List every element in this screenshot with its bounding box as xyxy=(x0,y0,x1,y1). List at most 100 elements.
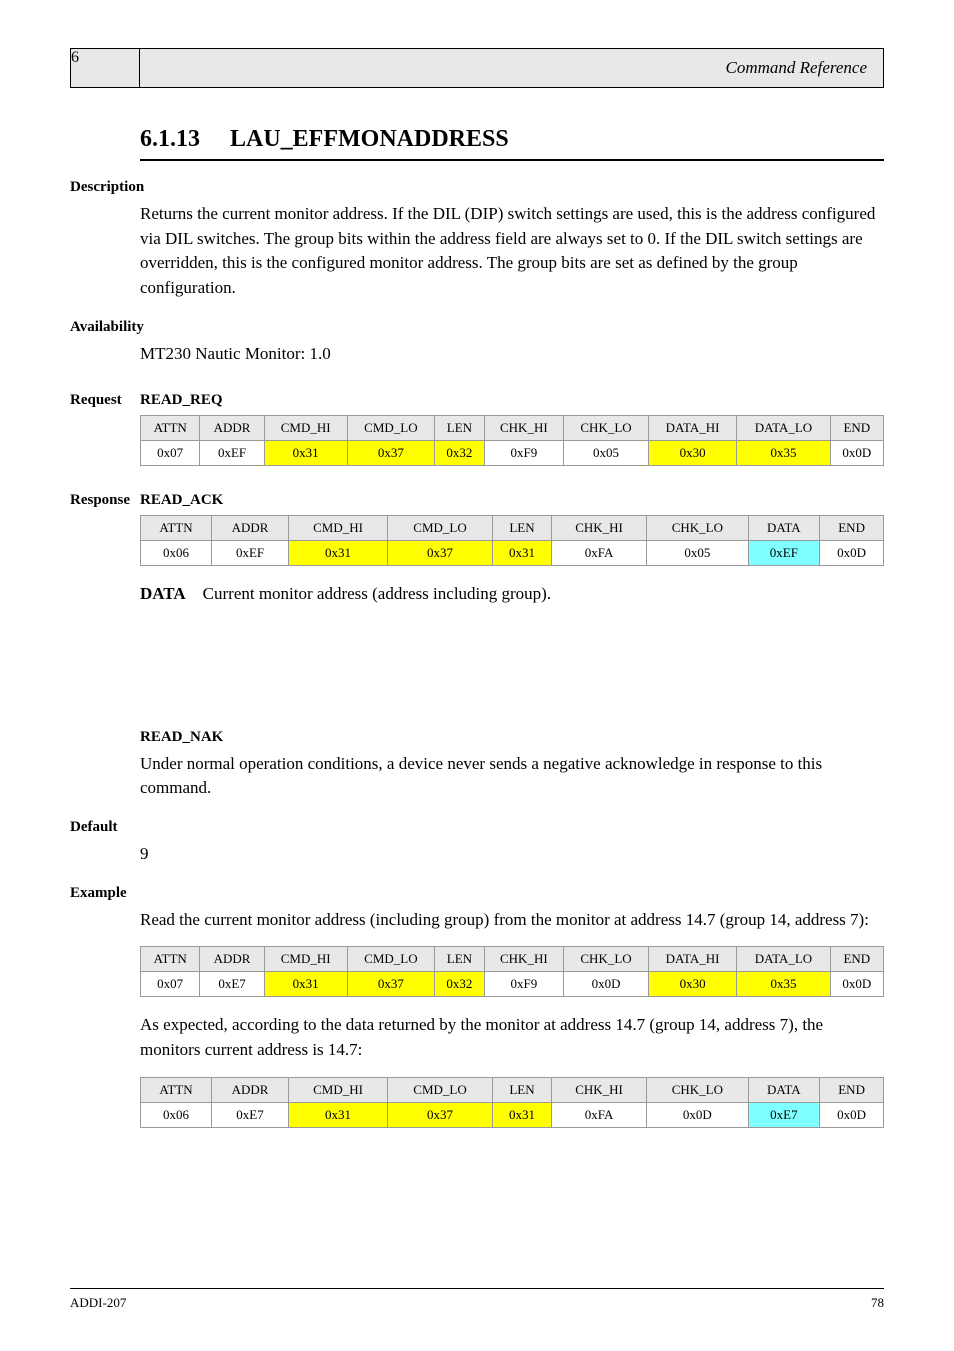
description-text: Returns the current monitor address. If … xyxy=(140,202,884,301)
table-header-cell: CHK_LO xyxy=(647,1077,748,1102)
table-header-cell: CMD_HI xyxy=(289,516,388,541)
table-data-cell: 0x0D xyxy=(820,1102,884,1127)
table-data-cell: 0x37 xyxy=(347,972,435,997)
table-data-cell: 0x05 xyxy=(564,441,649,466)
availability-label: Availability xyxy=(70,319,884,336)
response-title: READ_ACK xyxy=(140,492,223,509)
table-data-cell: 0x31 xyxy=(493,1102,552,1127)
table-header-cell: CHK_HI xyxy=(551,1077,646,1102)
table-header-cell: ADDR xyxy=(211,1077,288,1102)
section-heading: 6.1.13 LAU_EFFMONADDRESS xyxy=(140,126,884,153)
table-header-cell: CHK_LO xyxy=(647,516,748,541)
table-header-cell: END xyxy=(820,1077,884,1102)
example-table-1: ATTNADDRCMD_HICMD_LOLENCHK_HICHK_LODATA_… xyxy=(140,946,884,997)
request-table: ATTNADDRCMD_HICMD_LOLENCHK_HICHK_LODATA_… xyxy=(140,415,884,466)
table-data-cell: 0xEF xyxy=(211,541,288,566)
table-data-cell: 0x32 xyxy=(435,441,484,466)
spacer xyxy=(70,621,884,711)
header-box: 6 Command Reference xyxy=(70,48,884,88)
table-data-cell: 0x0D xyxy=(830,972,883,997)
table-header-cell: CMD_HI xyxy=(264,416,347,441)
footer: ADDI-207 78 xyxy=(70,1288,884,1311)
table-header-cell: ADDR xyxy=(211,516,288,541)
table-data-cell: 0x30 xyxy=(648,972,736,997)
table-header-cell: CMD_LO xyxy=(388,1077,493,1102)
table-data-cell: 0x07 xyxy=(141,972,200,997)
table-data-cell: 0xFA xyxy=(551,1102,646,1127)
table-header-cell: ATTN xyxy=(141,516,212,541)
availability-text: MT230 Nautic Monitor: 1.0 xyxy=(140,342,884,367)
table-data-cell: 0xF9 xyxy=(484,972,564,997)
table-header-cell: CMD_LO xyxy=(347,947,435,972)
table-header-cell: CMD_HI xyxy=(289,1077,388,1102)
footer-left: ADDI-207 xyxy=(70,1295,126,1311)
default-label: Default xyxy=(70,819,884,836)
table-header-cell: CHK_HI xyxy=(484,416,564,441)
table-data-cell: 0xEF xyxy=(200,441,264,466)
header-title: Command Reference xyxy=(140,49,883,87)
table-header-cell: DATA xyxy=(748,1077,820,1102)
section-name: LAU_EFFMONADDRESS xyxy=(230,126,509,152)
example-label: Example xyxy=(70,885,884,902)
table-header-cell: END xyxy=(830,416,883,441)
request-title: READ_REQ xyxy=(140,392,223,409)
table-data-cell: 0x31 xyxy=(289,541,388,566)
table-header-cell: LEN xyxy=(435,416,484,441)
nak-text: Under normal operation conditions, a dev… xyxy=(140,752,884,801)
table-header-cell: CHK_HI xyxy=(484,947,564,972)
table-header-cell: DATA_LO xyxy=(737,947,830,972)
table-header-cell: CMD_LO xyxy=(347,416,435,441)
response-data-label: DATA xyxy=(140,584,186,603)
table-data-cell: 0xEF xyxy=(748,541,820,566)
table-data-cell: 0x0D xyxy=(830,441,883,466)
table-data-cell: 0xF9 xyxy=(484,441,564,466)
table-data-cell: 0x06 xyxy=(141,1102,212,1127)
description-label: Description xyxy=(70,179,884,196)
footer-right: 78 xyxy=(871,1295,884,1311)
table-header-cell: ATTN xyxy=(141,416,200,441)
table-data-cell: 0x37 xyxy=(388,541,493,566)
table-data-cell: 0x05 xyxy=(647,541,748,566)
table-header-cell: ATTN xyxy=(141,1077,212,1102)
table-data-cell: 0x37 xyxy=(347,441,435,466)
example-text-2: As expected, according to the data retur… xyxy=(140,1013,884,1062)
table-data-cell: 0xE7 xyxy=(200,972,264,997)
table-header-cell: LEN xyxy=(493,1077,552,1102)
example-text-1: Read the current monitor address (includ… xyxy=(140,908,884,933)
table-header-cell: DATA_HI xyxy=(648,416,736,441)
table-header-cell: DATA_HI xyxy=(648,947,736,972)
default-text: 9 xyxy=(140,842,884,867)
table-header-cell: LEN xyxy=(493,516,552,541)
table-header-cell: CMD_LO xyxy=(388,516,493,541)
table-data-cell: 0x35 xyxy=(737,972,830,997)
table-header-cell: END xyxy=(830,947,883,972)
table-data-cell: 0x31 xyxy=(264,441,347,466)
table-header-cell: CHK_LO xyxy=(564,947,649,972)
table-header-cell: DATA_LO xyxy=(737,416,830,441)
table-data-cell: 0x31 xyxy=(289,1102,388,1127)
table-data-cell: 0x06 xyxy=(141,541,212,566)
response-side-label: Response xyxy=(70,492,140,509)
table-data-cell: 0x32 xyxy=(435,972,484,997)
table-data-cell: 0xE7 xyxy=(211,1102,288,1127)
table-data-cell: 0x0D xyxy=(820,541,884,566)
table-header-cell: DATA xyxy=(748,516,820,541)
table-header-cell: CMD_HI xyxy=(264,947,347,972)
nak-label: READ_NAK xyxy=(140,729,884,746)
header-chapter: 6 xyxy=(71,49,140,87)
table-data-cell: 0x0D xyxy=(647,1102,748,1127)
table-header-cell: LEN xyxy=(435,947,484,972)
table-header-cell: END xyxy=(820,516,884,541)
response-data-line: DATA Current monitor address (address in… xyxy=(140,582,884,607)
table-header-cell: ADDR xyxy=(200,947,264,972)
page: 6 Command Reference 6.1.13 LAU_EFFMONADD… xyxy=(0,0,954,1351)
table-header-cell: CHK_LO xyxy=(564,416,649,441)
table-data-cell: 0x37 xyxy=(388,1102,493,1127)
table-data-cell: 0x30 xyxy=(648,441,736,466)
table-data-cell: 0x35 xyxy=(737,441,830,466)
response-table: ATTNADDRCMD_HICMD_LOLENCHK_HICHK_LODATAE… xyxy=(140,515,884,566)
table-data-cell: 0x31 xyxy=(264,972,347,997)
section-rule xyxy=(140,159,884,161)
table-data-cell: 0x31 xyxy=(493,541,552,566)
table-header-cell: ADDR xyxy=(200,416,264,441)
